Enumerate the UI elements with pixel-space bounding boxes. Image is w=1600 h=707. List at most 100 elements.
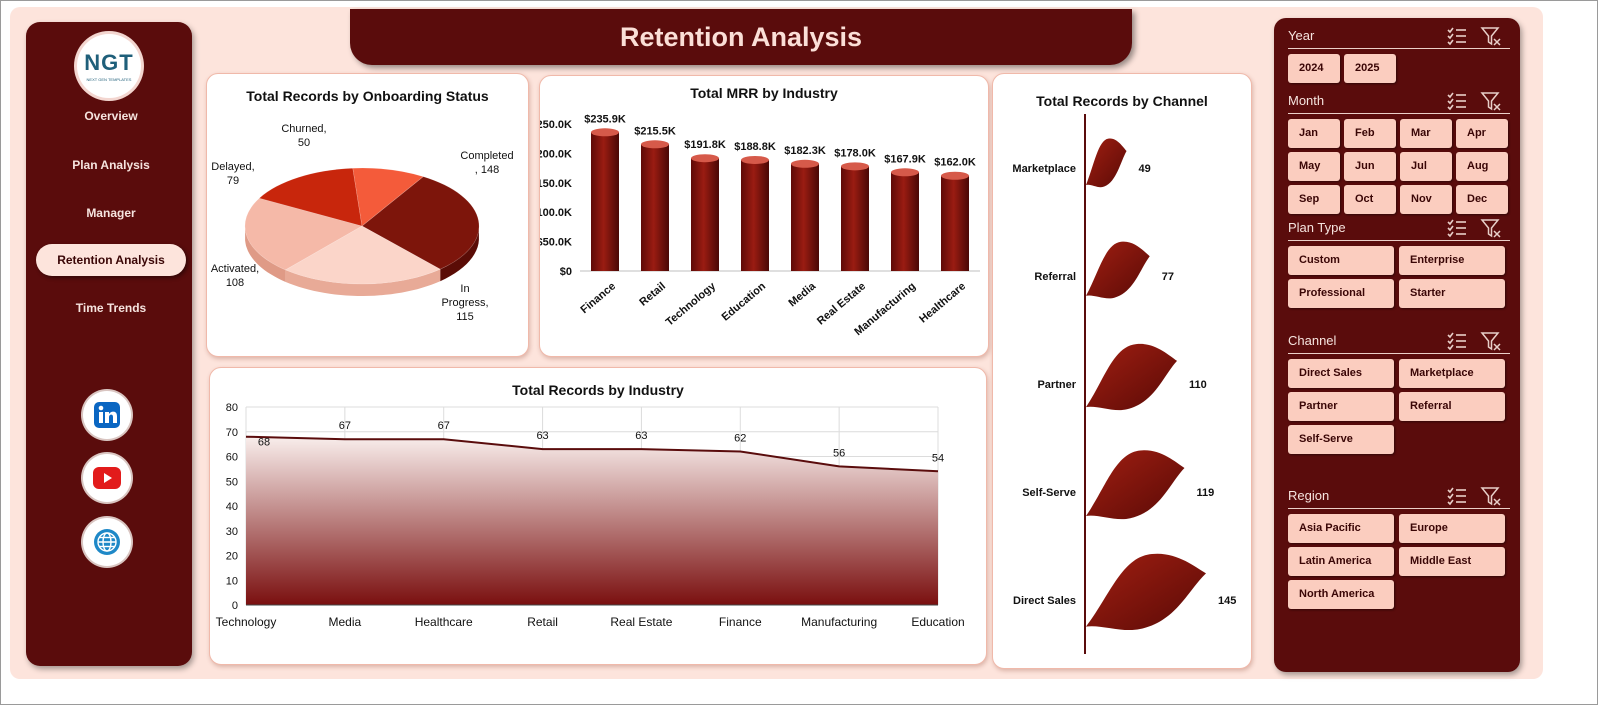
logo-subtext: NEXT GEN TEMPLATES [86,77,132,82]
linkedin-button[interactable] [83,391,131,439]
filter-chip-year-2025[interactable]: 2025 [1344,54,1396,83]
pie-slice-activated[interactable] [244,197,363,271]
area-point-education[interactable] [935,468,941,474]
filter-chip-month-mar[interactable]: Mar [1400,119,1452,148]
multi-select-icon[interactable] [1446,25,1468,47]
mrr-x-tick-label: Retail [637,280,668,308]
industry-chart-title: Total Records by Industry [512,382,684,398]
youtube-button[interactable] [83,454,131,502]
multi-select-icon[interactable] [1446,330,1468,352]
slicer-header-region: Region [1288,485,1510,509]
pie-slice-delayed[interactable] [258,167,363,227]
filter-chip-plan-type-professional[interactable]: Professional [1288,279,1394,308]
area-point-finance[interactable] [737,449,743,455]
area-point-manufacturing[interactable] [836,463,842,469]
mrr-data-label: $215.5K [634,125,676,137]
clear-filter-icon[interactable] [1480,90,1502,112]
mrr-chart-title: Total MRR by Industry [690,85,838,101]
filter-chip-month-jun[interactable]: Jun [1344,152,1396,181]
channel-flag-partner[interactable] [1086,343,1178,411]
mrr-y-tick-label: $0 [560,266,572,278]
mrr-bar-technology[interactable] [691,158,719,271]
slicer-title-year: Year [1288,28,1315,43]
area-y-tick-label: 40 [226,501,238,513]
mrr-bar-top-technology [691,154,719,163]
filter-chip-month-aug[interactable]: Aug [1456,152,1508,181]
mrr-data-label: $182.3K [784,145,826,157]
filter-chip-plan-type-enterprise[interactable]: Enterprise [1399,246,1505,275]
filter-chip-channel-marketplace[interactable]: Marketplace [1399,359,1505,388]
mrr-bar-media[interactable] [791,163,819,271]
records-channel-card: Total Records by Channel Marketplace 49 Re… [992,73,1252,669]
filter-chip-channel-direct-sales[interactable]: Direct Sales [1288,359,1394,388]
multi-select-icon[interactable] [1446,485,1468,507]
clear-filter-icon[interactable] [1480,25,1502,47]
nav-time-trends[interactable]: Time Trends [75,301,147,315]
area-point-technology[interactable] [243,434,249,440]
channel-y-tick-label: Referral [1034,271,1076,283]
multi-select-icon[interactable] [1446,217,1468,239]
mrr-bar-top-finance [591,128,619,137]
area-x-tick-label: Finance [719,615,762,629]
area-point-real-estate[interactable] [638,446,644,452]
filter-chip-plan-type-custom[interactable]: Custom [1288,246,1394,275]
mrr-bar-real-estate[interactable] [841,166,869,271]
channel-data-label: 119 [1196,487,1214,499]
slicer-header-channel: Channel [1288,330,1510,354]
clear-filter-icon[interactable] [1480,217,1502,239]
mrr-bar-education[interactable] [741,159,769,271]
area-point-media[interactable] [342,436,348,442]
mrr-bar-top-manufacturing [891,168,919,177]
nav-manager[interactable]: Manager [86,206,136,220]
area-data-label: 67 [339,420,351,432]
area-point-retail[interactable] [540,446,546,452]
youtube-icon [93,467,121,489]
area-x-tick-label: Manufacturing [801,615,877,629]
filter-chip-month-sep[interactable]: Sep [1288,185,1340,214]
slicer-title-channel: Channel [1288,333,1337,348]
filter-chip-month-jan[interactable]: Jan [1288,119,1340,148]
mrr-bar-top-education [741,155,769,164]
nav-overview[interactable]: Overview [84,109,138,123]
channel-flag-referral[interactable] [1086,241,1150,299]
filter-chip-region-middle-east[interactable]: Middle East [1399,547,1505,576]
ngt-logo[interactable]: NGT NEXT GEN TEMPLATES [77,34,141,98]
filter-chip-year-2024[interactable]: 2024 [1288,54,1340,83]
filter-chip-channel-self-serve[interactable]: Self-Serve [1288,425,1394,454]
mrr-bar-retail[interactable] [641,144,669,271]
clear-filter-icon[interactable] [1480,330,1502,352]
slicer-header-plan-type: Plan Type [1288,217,1510,241]
area-point-healthcare[interactable] [441,436,447,442]
pie-slice-churned[interactable] [352,167,424,227]
nav-plan-analysis[interactable]: Plan Analysis [72,158,150,172]
filter-chip-region-latin-america[interactable]: Latin America [1288,547,1394,576]
clear-filter-icon[interactable] [1480,485,1502,507]
filter-chip-channel-partner[interactable]: Partner [1288,392,1394,421]
filter-chip-region-north-america[interactable]: North America [1288,580,1394,609]
channel-flag-marketplace[interactable] [1086,138,1127,188]
channel-flag-self-serve[interactable] [1086,450,1185,520]
area-data-label: 62 [734,433,746,445]
filter-chip-plan-type-starter[interactable]: Starter [1399,279,1505,308]
filter-chip-month-apr[interactable]: Apr [1456,119,1508,148]
pie-slice-in-progress[interactable] [284,225,441,285]
nav-retention-analysis[interactable]: Retention Analysis [36,244,186,276]
area-data-label: 68 [258,437,270,449]
mrr-bar-healthcare[interactable] [941,175,969,271]
filter-chip-region-europe[interactable]: Europe [1399,514,1505,543]
filter-chip-channel-referral[interactable]: Referral [1399,392,1505,421]
pie-slice-completed[interactable] [361,176,480,270]
channel-flag-direct-sales[interactable] [1086,553,1206,631]
mrr-y-tick-label: $100.0K [540,207,572,219]
filter-chip-month-nov[interactable]: Nov [1400,185,1452,214]
website-button[interactable] [83,518,131,566]
filter-chip-month-oct[interactable]: Oct [1344,185,1396,214]
filter-chip-month-feb[interactable]: Feb [1344,119,1396,148]
filter-chip-month-may[interactable]: May [1288,152,1340,181]
filter-chip-region-asia-pacific[interactable]: Asia Pacific [1288,514,1394,543]
filter-chip-month-dec[interactable]: Dec [1456,185,1508,214]
mrr-bar-manufacturing[interactable] [891,172,919,271]
mrr-bar-finance[interactable] [591,132,619,271]
multi-select-icon[interactable] [1446,90,1468,112]
filter-chip-month-jul[interactable]: Jul [1400,152,1452,181]
